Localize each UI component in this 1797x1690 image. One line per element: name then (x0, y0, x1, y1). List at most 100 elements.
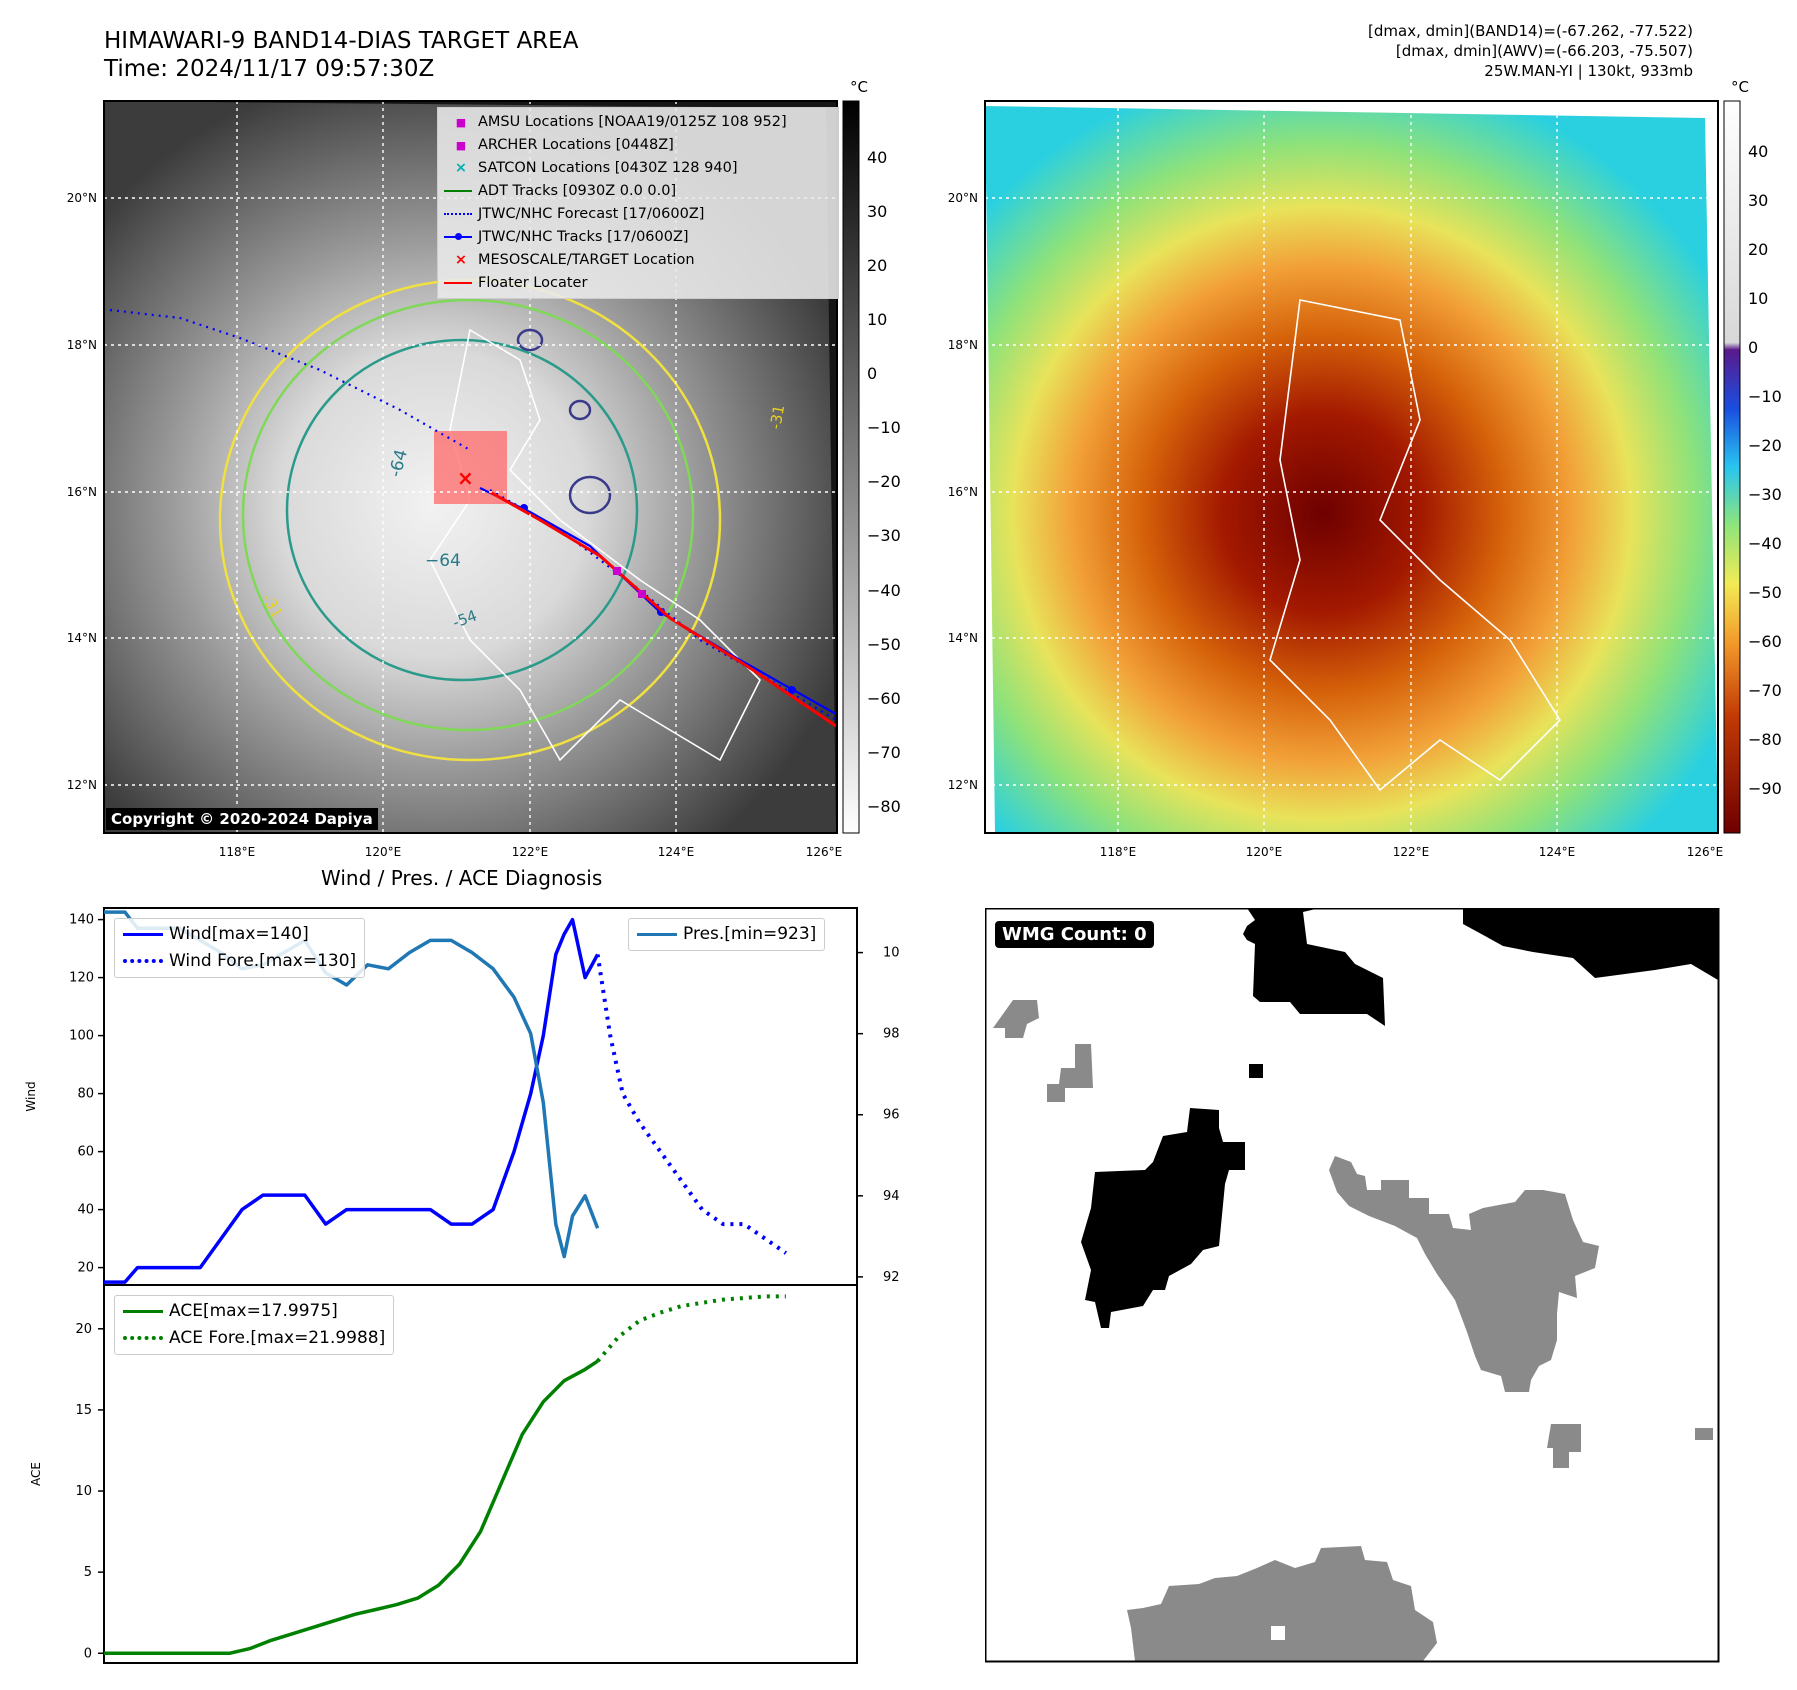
figure-time: Time: 2024/11/17 09:57:30Z (104, 56, 435, 82)
legend-label: Wind[max=140] (169, 924, 309, 944)
y-tick-label: 140 (69, 913, 94, 928)
colorbar-tick: 40 (867, 148, 887, 167)
colorbar-tick: −40 (1748, 534, 1782, 553)
ace-legend: ACE[max=17.9975] ACE Fore.[max=21.9988] (114, 1295, 395, 1355)
legend-label: ARCHER Locations [0448Z] (478, 137, 674, 153)
colorbar-tick: −80 (867, 797, 901, 816)
lat-label: 16°N (67, 485, 97, 499)
lat-label: 12°N (948, 778, 978, 792)
legend-item: JTWC/NHC Tracks [17/0600Z] (444, 226, 832, 249)
y-tick-label: 100 (69, 1029, 94, 1044)
lon-label: 122°E (512, 845, 549, 859)
wmg-frame (985, 908, 1720, 1663)
legend-label: ACE Fore.[max=21.9988] (169, 1328, 386, 1348)
y-tick-label: 5 (84, 1565, 92, 1580)
legend-item: ADT Tracks [0930Z 0.0 0.0] (444, 180, 832, 203)
legend-marker-square: ■ (455, 139, 467, 152)
lat-label: 14°N (948, 631, 978, 645)
y-axis-label: Wind (24, 1081, 38, 1111)
legend-marker-line (444, 190, 478, 192)
wmg-black-dot (1249, 1064, 1263, 1078)
legend-label: SATCON Locations [0430Z 128 940] (478, 160, 738, 176)
floater-track (489, 490, 837, 728)
legend-item: JTWC/NHC Forecast [17/0600Z] (444, 203, 832, 226)
lat-label: 20°N (948, 191, 978, 205)
legend-marker-line (123, 932, 169, 936)
contour-label: −64 (425, 551, 461, 571)
colorbar-tick: 30 (1748, 191, 1768, 210)
wind-legend: Wind[max=140] Wind Fore.[max=130] (114, 918, 366, 978)
y-tick-label: 15 (75, 1403, 92, 1418)
y-tick-label: 120 (69, 971, 94, 986)
colorbar-tick: −80 (1748, 730, 1782, 749)
series-line (595, 954, 788, 1255)
lon-label: 124°E (658, 845, 695, 859)
legend-label: Pres.[min=923] (683, 924, 817, 944)
colorbar-tick: −10 (1748, 387, 1782, 406)
lon-label: 120°E (365, 845, 402, 859)
y-tick-label: 10 (75, 1484, 92, 1499)
colorbar-tick: −20 (1748, 436, 1782, 455)
y-axis-label: ACE (29, 1462, 43, 1486)
legend-item: ACE Fore.[max=21.9988] (123, 1325, 385, 1352)
colorbar-tick: 0 (1748, 338, 1758, 357)
copyright-label: Copyright © 2020-2024 Dapiya (106, 808, 378, 830)
left-colorbar (842, 100, 860, 834)
wmg-white-hole (1271, 1626, 1285, 1640)
colorbar-tick: 20 (867, 256, 887, 275)
y-tick-label: 0 (84, 1646, 92, 1661)
colorbar-tick: −70 (1748, 681, 1782, 700)
legend-item: Wind Fore.[max=130] (123, 948, 356, 975)
colorbar-tick: −10 (867, 418, 901, 437)
colorbar-tick: 10 (867, 310, 887, 329)
legend-marker-line (444, 282, 478, 284)
wmg-gray-blob (1127, 1546, 1437, 1661)
wmg-gray-regions (993, 1000, 1713, 1661)
legend-label: JTWC/NHC Tracks [17/0600Z] (478, 229, 689, 245)
lat-label: 14°N (67, 631, 97, 645)
wmg-gray-blob (1329, 1156, 1599, 1392)
contour-label: -31 (766, 403, 788, 430)
legend-marker-x: × (454, 160, 468, 176)
legend-item: Wind[max=140] (123, 921, 356, 948)
colorbar-tick: −90 (1748, 779, 1782, 798)
colorbar-tick: −60 (867, 689, 901, 708)
wmg-gray-blob (1547, 1424, 1581, 1468)
jtwc-track-point (788, 686, 796, 694)
y-right-tick-label: 920 (883, 1270, 900, 1285)
legend-label: ADT Tracks [0930Z 0.0 0.0] (478, 183, 677, 199)
left-colorbar-unit: °C (850, 78, 868, 96)
legend-item: ACE[max=17.9975] (123, 1298, 385, 1325)
lon-label: 120°E (1246, 845, 1283, 859)
archer-marker (638, 590, 646, 598)
contour-navy-2 (516, 328, 544, 352)
wmg-black-blob (1081, 1108, 1245, 1328)
info-awv: [dmax, dmin](AWV)=(-66.203, -75.507) (1395, 42, 1693, 60)
wmg-black-blob (1463, 908, 1718, 980)
left-map-legend: ■ AMSU Locations [NOAA19/0125Z 108 952] ■… (437, 107, 839, 299)
contour-navy-1 (568, 475, 612, 515)
legend-marker-line (123, 1309, 169, 1313)
chart-axes-frame (103, 1284, 858, 1664)
left-map-lat-labels: 20°N 18°N 16°N 14°N 12°N (67, 191, 97, 792)
wmg-black-regions (1081, 908, 1718, 1328)
colorbar-tick: −20 (867, 472, 901, 491)
series-line (104, 917, 600, 1284)
lon-label: 126°E (1687, 845, 1724, 859)
pressure-legend: Pres.[min=923] (628, 918, 826, 951)
legend-label: Floater Locater (478, 275, 588, 291)
amsu-marker (613, 567, 621, 575)
y-right-tick-label: 1000 (883, 946, 900, 961)
legend-label: ACE[max=17.9975] (169, 1301, 338, 1321)
colorbar-tick: −50 (867, 635, 901, 654)
wmg-count-badge: WMG Count: 0 (995, 921, 1154, 948)
info-storm: 25W.MAN-YI | 130kt, 933mb (1484, 62, 1693, 80)
y-right-tick-label: 980 (883, 1027, 900, 1042)
legend-marker-dotted (123, 1336, 169, 1340)
left-map-panel: -64 −64 -54 -31 -31 × 20°N 18°N 16°N 14°… (67, 100, 1782, 859)
lon-label: 118°E (1100, 845, 1137, 859)
lat-label: 20°N (67, 191, 97, 205)
colorbar-tick: 0 (867, 364, 877, 383)
right-colorbar-unit: °C (1731, 78, 1749, 96)
diagnosis-title: Wind / Pres. / ACE Diagnosis (321, 866, 603, 890)
